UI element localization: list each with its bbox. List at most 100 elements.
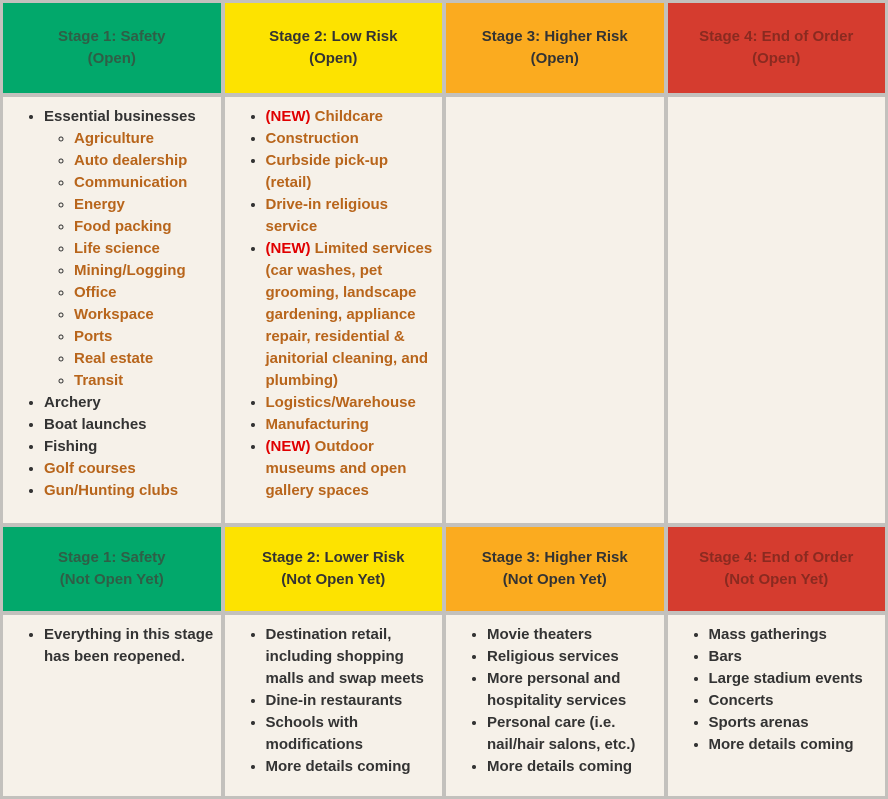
stage-header: Stage 2: Lower Risk (Not Open Yet) — [224, 527, 442, 611]
list-item: (NEW) Outdoor museums and open gallery s… — [266, 436, 439, 502]
list-item: Schools with modifications — [266, 712, 439, 756]
list-item: Mining/Logging — [74, 260, 217, 282]
list-item: Auto dealership — [74, 150, 217, 172]
item-text: Destination retail, including shopping m… — [265, 626, 424, 687]
bullet-list: Essential businesses Agriculture Auto deal… — [6, 106, 217, 502]
list-item: (NEW) Limited services (car washes, pet … — [266, 238, 439, 392]
item-text: Drive-in religious service — [265, 196, 389, 235]
item-text: Mining/Logging — [74, 262, 186, 279]
stage-header: Stage 4: End of Order (Open) — [667, 3, 885, 93]
stage-title: Stage 4: End of Order — [699, 549, 854, 566]
stage-header: Stage 1: Safety (Open) — [3, 3, 221, 93]
item-text: Gun/Hunting clubs — [44, 482, 179, 499]
item-text: More personal and hospitality services — [487, 670, 627, 709]
item-text: Large stadium events — [708, 670, 863, 687]
list-item: Boat launches — [44, 414, 217, 436]
stage-cell: Movie theaters Religious services More per… — [446, 615, 664, 796]
list-item: Concerts — [709, 690, 882, 712]
list-item: Drive-in religious service — [266, 194, 439, 238]
list-item: Energy — [74, 194, 217, 216]
stage-status: (Not Open Yet) — [281, 571, 386, 588]
list-item: Movie theaters — [487, 624, 660, 646]
stage-title: Stage 3: Higher Risk — [481, 28, 628, 45]
stage-cell: Destination retail, including shopping m… — [224, 615, 442, 796]
item-text: Manufacturing — [265, 416, 369, 433]
stage-header: Stage 1: Safety (Not Open Yet) — [3, 527, 221, 611]
item-text: More details coming — [708, 736, 854, 753]
item-text: Concerts — [708, 692, 774, 709]
list-item: Personal care (i.e. nail/hair salons, et… — [487, 712, 660, 756]
stage-status: (Open) — [309, 50, 358, 67]
list-item: Construction — [266, 128, 439, 150]
list-item: Workspace — [74, 304, 217, 326]
stage-header: Stage 2: Low Risk (Open) — [224, 3, 442, 93]
item-text: Food packing — [74, 218, 172, 235]
list-item: Logistics/Warehouse — [266, 392, 439, 414]
bullet-list: Destination retail, including shopping m… — [228, 624, 439, 778]
list-item: Sports arenas — [709, 712, 882, 734]
item-text: Agriculture — [74, 130, 155, 147]
stage-status: (Open) — [530, 50, 579, 67]
item-text: Energy — [74, 196, 125, 213]
item-text: Real estate — [74, 350, 154, 367]
item-text: Dine-in restaurants — [265, 692, 403, 709]
stage-cell — [446, 97, 664, 523]
item-text: Personal care (i.e. nail/hair salons, et… — [487, 714, 636, 753]
stage-status: (Open) — [87, 50, 136, 67]
item-text: More details coming — [487, 758, 633, 775]
list-item: More details coming — [266, 756, 439, 778]
bullet-list: Everything in this stage has been reopen… — [6, 624, 217, 668]
list-item: More details coming — [709, 734, 882, 756]
stage-title: Stage 4: End of Order — [699, 28, 854, 45]
item-text: Bars — [708, 648, 742, 665]
stage-title: Stage 2: Lower Risk — [261, 549, 405, 566]
list-item: Essential businesses Agriculture Auto deal… — [44, 106, 217, 392]
list-item: Real estate — [74, 348, 217, 370]
item-text: Mass gatherings — [708, 626, 827, 643]
stage-cell: Essential businesses Agriculture Auto deal… — [3, 97, 221, 523]
item-text: Transit — [74, 372, 124, 389]
item-text: Auto dealership — [74, 152, 188, 169]
item-text: Construction — [265, 130, 359, 147]
list-item: Everything in this stage has been reopen… — [44, 624, 217, 668]
list-item: More personal and hospitality services — [487, 668, 660, 712]
item-text: Outdoor museums and open gallery spaces — [265, 438, 407, 499]
stage-status: (Open) — [752, 50, 801, 67]
list-item: Agriculture — [74, 128, 217, 150]
list-item: Archery — [44, 392, 217, 414]
item-text: Office — [74, 284, 117, 301]
item-text: Logistics/Warehouse — [265, 394, 416, 411]
list-item: Ports — [74, 326, 217, 348]
item-text: Archery — [44, 394, 101, 411]
item-text: Workspace — [74, 306, 154, 323]
list-item: (NEW) Childcare — [266, 106, 439, 128]
stage-header: Stage 3: Higher Risk (Open) — [446, 3, 664, 93]
bullet-list: (NEW) Childcare Construction Curbside pick… — [228, 106, 439, 502]
stage-cell: Mass gatherings Bars Large stadium events C… — [667, 615, 885, 796]
list-item: Destination retail, including shopping m… — [266, 624, 439, 690]
item-text: Communication — [74, 174, 188, 191]
new-tag: (NEW) — [265, 438, 311, 455]
item-text: More details coming — [265, 758, 411, 775]
item-text: Religious services — [487, 648, 619, 665]
stage-cell — [667, 97, 885, 523]
stage-header: Stage 4: End of Order (Not Open Yet) — [667, 527, 885, 611]
list-item: Manufacturing — [266, 414, 439, 436]
list-item: Gun/Hunting clubs — [44, 480, 217, 502]
item-text: Ports — [74, 328, 113, 345]
list-item: Transit — [74, 370, 217, 392]
list-item: Golf courses — [44, 458, 217, 480]
item-text: Sports arenas — [708, 714, 809, 731]
stage-title: Stage 1: Safety — [57, 549, 166, 566]
item-text: Childcare — [314, 108, 384, 125]
list-item: Large stadium events — [709, 668, 882, 690]
item-text: Limited services (car washes, pet groomi… — [265, 240, 433, 389]
list-item: Food packing — [74, 216, 217, 238]
item-text: Boat launches — [44, 416, 147, 433]
bullet-list: Mass gatherings Bars Large stadium events C… — [671, 624, 882, 756]
list-item: Office — [74, 282, 217, 304]
item-text: Movie theaters — [487, 626, 593, 643]
list-item: Communication — [74, 172, 217, 194]
list-item: Dine-in restaurants — [266, 690, 439, 712]
